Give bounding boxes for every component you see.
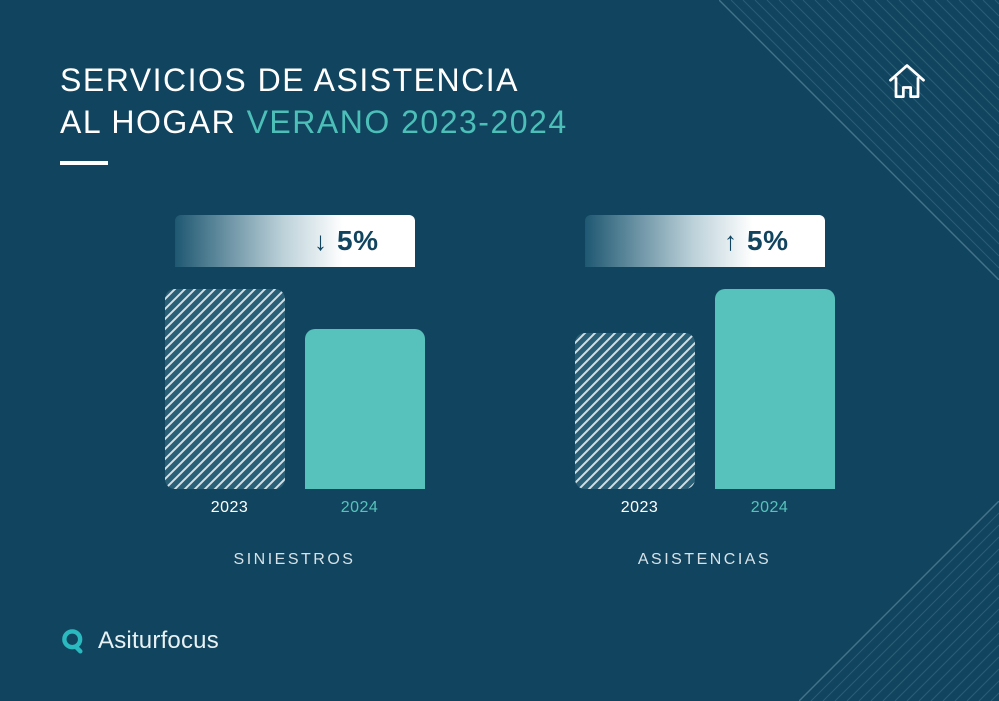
arrow-up-icon: ↑ bbox=[724, 228, 737, 254]
arrow-down-icon: ↓ bbox=[314, 228, 327, 254]
title-line-2b: VERANO 2023-2024 bbox=[247, 104, 568, 140]
page-title: SERVICIOS DE ASISTENCIA AL HOGAR VERANO … bbox=[60, 60, 568, 165]
bars-area bbox=[165, 289, 425, 489]
chart-title: SINIESTROS bbox=[234, 551, 356, 569]
chart-title: ASISTENCIAS bbox=[638, 551, 771, 569]
year-label: 2023 bbox=[175, 499, 285, 517]
bar-2024 bbox=[715, 289, 835, 489]
change-value: 5% bbox=[337, 225, 378, 257]
bar-2023 bbox=[575, 333, 695, 489]
bar-2024 bbox=[305, 329, 425, 489]
year-label: 2023 bbox=[585, 499, 695, 517]
year-labels: 2023 2024 bbox=[585, 499, 825, 517]
year-labels: 2023 2024 bbox=[175, 499, 415, 517]
bars-area bbox=[575, 289, 835, 489]
home-icon bbox=[885, 60, 929, 104]
change-value: 5% bbox=[747, 225, 788, 257]
bar-2023 bbox=[165, 289, 285, 489]
title-line-1: SERVICIOS DE ASISTENCIA bbox=[60, 62, 519, 98]
brand-logo-mark-icon bbox=[60, 627, 88, 655]
title-underline bbox=[60, 161, 108, 165]
brand-logo-text: Asiturfocus bbox=[98, 627, 219, 655]
chart-siniestros: ↓ 5% 2023 2024 SINIESTROS bbox=[165, 215, 425, 569]
infographic-canvas: SERVICIOS DE ASISTENCIA AL HOGAR VERANO … bbox=[0, 0, 999, 701]
brand-name-secondary: focus bbox=[161, 627, 219, 654]
change-badge: ↑ 5% bbox=[585, 215, 825, 267]
charts-row: ↓ 5% 2023 2024 SINIESTROS ↑ 5% 2023 2024 A… bbox=[0, 215, 999, 569]
change-badge: ↓ 5% bbox=[175, 215, 415, 267]
brand-logo: Asiturfocus bbox=[60, 627, 219, 655]
brand-name-primary: Asitur bbox=[98, 627, 161, 654]
year-label: 2024 bbox=[305, 499, 415, 517]
title-line-2a: AL HOGAR bbox=[60, 104, 247, 140]
year-label: 2024 bbox=[715, 499, 825, 517]
chart-asistencias: ↑ 5% 2023 2024 ASISTENCIAS bbox=[575, 215, 835, 569]
